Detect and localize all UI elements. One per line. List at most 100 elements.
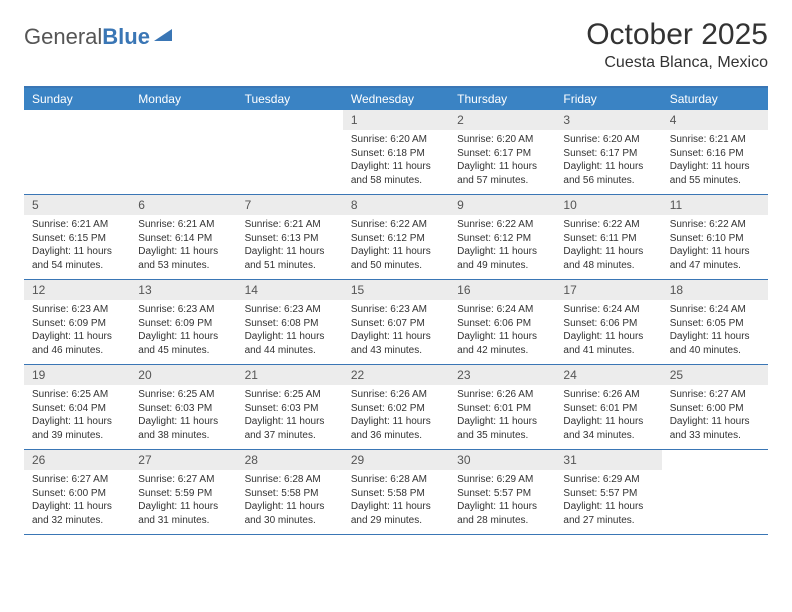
day-number: 8 <box>343 195 449 215</box>
day-info: Sunrise: 6:26 AMSunset: 6:02 PMDaylight:… <box>343 385 449 448</box>
day-number <box>237 110 343 116</box>
day-number: 26 <box>24 450 130 470</box>
day-cell: 15Sunrise: 6:23 AMSunset: 6:07 PMDayligh… <box>343 280 449 364</box>
day-cell <box>24 110 130 194</box>
month-title: October 2025 <box>586 18 768 52</box>
day-cell: 5Sunrise: 6:21 AMSunset: 6:15 PMDaylight… <box>24 195 130 279</box>
day-number: 14 <box>237 280 343 300</box>
day-number: 15 <box>343 280 449 300</box>
day-number: 31 <box>555 450 661 470</box>
sunrise-text: Sunrise: 6:23 AM <box>138 303 228 317</box>
day-info: Sunrise: 6:27 AMSunset: 5:59 PMDaylight:… <box>130 470 236 533</box>
day-cell <box>662 450 768 534</box>
day-info: Sunrise: 6:28 AMSunset: 5:58 PMDaylight:… <box>343 470 449 533</box>
sunrise-text: Sunrise: 6:24 AM <box>563 303 653 317</box>
day-number: 7 <box>237 195 343 215</box>
sunrise-text: Sunrise: 6:20 AM <box>563 133 653 147</box>
day-number: 4 <box>662 110 768 130</box>
week-row: 1Sunrise: 6:20 AMSunset: 6:18 PMDaylight… <box>24 110 768 195</box>
day-number: 11 <box>662 195 768 215</box>
daylight-text: Daylight: 11 hours and 48 minutes. <box>563 245 653 272</box>
sunset-text: Sunset: 6:03 PM <box>138 402 228 416</box>
sunset-text: Sunset: 6:02 PM <box>351 402 441 416</box>
sunrise-text: Sunrise: 6:21 AM <box>670 133 760 147</box>
day-cell: 10Sunrise: 6:22 AMSunset: 6:11 PMDayligh… <box>555 195 661 279</box>
day-info: Sunrise: 6:21 AMSunset: 6:15 PMDaylight:… <box>24 215 130 278</box>
day-number: 27 <box>130 450 236 470</box>
day-info: Sunrise: 6:27 AMSunset: 6:00 PMDaylight:… <box>24 470 130 533</box>
week-row: 26Sunrise: 6:27 AMSunset: 6:00 PMDayligh… <box>24 450 768 535</box>
day-info: Sunrise: 6:23 AMSunset: 6:09 PMDaylight:… <box>24 300 130 363</box>
day-info: Sunrise: 6:25 AMSunset: 6:03 PMDaylight:… <box>130 385 236 448</box>
title-block: October 2025 Cuesta Blanca, Mexico <box>586 18 768 72</box>
day-number: 1 <box>343 110 449 130</box>
day-number: 2 <box>449 110 555 130</box>
daylight-text: Daylight: 11 hours and 44 minutes. <box>245 330 335 357</box>
day-info: Sunrise: 6:25 AMSunset: 6:03 PMDaylight:… <box>237 385 343 448</box>
day-info: Sunrise: 6:21 AMSunset: 6:16 PMDaylight:… <box>662 130 768 193</box>
sunrise-text: Sunrise: 6:23 AM <box>245 303 335 317</box>
day-number: 24 <box>555 365 661 385</box>
logo-part1: General <box>24 24 102 49</box>
sunrise-text: Sunrise: 6:26 AM <box>563 388 653 402</box>
location: Cuesta Blanca, Mexico <box>586 54 768 72</box>
daylight-text: Daylight: 11 hours and 40 minutes. <box>670 330 760 357</box>
sunrise-text: Sunrise: 6:21 AM <box>245 218 335 232</box>
day-cell: 25Sunrise: 6:27 AMSunset: 6:00 PMDayligh… <box>662 365 768 449</box>
day-number <box>662 450 768 456</box>
sunset-text: Sunset: 6:00 PM <box>32 487 122 501</box>
day-cell: 26Sunrise: 6:27 AMSunset: 6:00 PMDayligh… <box>24 450 130 534</box>
sunrise-text: Sunrise: 6:28 AM <box>351 473 441 487</box>
day-info: Sunrise: 6:23 AMSunset: 6:08 PMDaylight:… <box>237 300 343 363</box>
day-info: Sunrise: 6:29 AMSunset: 5:57 PMDaylight:… <box>555 470 661 533</box>
day-info: Sunrise: 6:22 AMSunset: 6:10 PMDaylight:… <box>662 215 768 278</box>
day-number: 28 <box>237 450 343 470</box>
day-cell: 28Sunrise: 6:28 AMSunset: 5:58 PMDayligh… <box>237 450 343 534</box>
day-cell: 30Sunrise: 6:29 AMSunset: 5:57 PMDayligh… <box>449 450 555 534</box>
calendar: Sunday Monday Tuesday Wednesday Thursday… <box>24 86 768 535</box>
day-cell: 3Sunrise: 6:20 AMSunset: 6:17 PMDaylight… <box>555 110 661 194</box>
day-number: 25 <box>662 365 768 385</box>
logo: GeneralBlue <box>24 24 176 50</box>
day-number: 16 <box>449 280 555 300</box>
daylight-text: Daylight: 11 hours and 37 minutes. <box>245 415 335 442</box>
daylight-text: Daylight: 11 hours and 46 minutes. <box>32 330 122 357</box>
sunrise-text: Sunrise: 6:23 AM <box>351 303 441 317</box>
day-info: Sunrise: 6:24 AMSunset: 6:06 PMDaylight:… <box>555 300 661 363</box>
sunset-text: Sunset: 6:01 PM <box>457 402 547 416</box>
day-cell: 16Sunrise: 6:24 AMSunset: 6:06 PMDayligh… <box>449 280 555 364</box>
sunrise-text: Sunrise: 6:23 AM <box>32 303 122 317</box>
sunrise-text: Sunrise: 6:22 AM <box>351 218 441 232</box>
day-number: 17 <box>555 280 661 300</box>
sunset-text: Sunset: 6:09 PM <box>138 317 228 331</box>
sunset-text: Sunset: 6:08 PM <box>245 317 335 331</box>
sunrise-text: Sunrise: 6:22 AM <box>457 218 547 232</box>
day-info: Sunrise: 6:21 AMSunset: 6:13 PMDaylight:… <box>237 215 343 278</box>
day-info: Sunrise: 6:23 AMSunset: 6:09 PMDaylight:… <box>130 300 236 363</box>
daylight-text: Daylight: 11 hours and 51 minutes. <box>245 245 335 272</box>
sunset-text: Sunset: 6:00 PM <box>670 402 760 416</box>
day-info: Sunrise: 6:24 AMSunset: 6:06 PMDaylight:… <box>449 300 555 363</box>
day-cell: 7Sunrise: 6:21 AMSunset: 6:13 PMDaylight… <box>237 195 343 279</box>
daylight-text: Daylight: 11 hours and 29 minutes. <box>351 500 441 527</box>
sunrise-text: Sunrise: 6:28 AM <box>245 473 335 487</box>
sunset-text: Sunset: 6:12 PM <box>457 232 547 246</box>
day-info: Sunrise: 6:20 AMSunset: 6:17 PMDaylight:… <box>555 130 661 193</box>
daylight-text: Daylight: 11 hours and 58 minutes. <box>351 160 441 187</box>
day-number: 12 <box>24 280 130 300</box>
day-cell: 20Sunrise: 6:25 AMSunset: 6:03 PMDayligh… <box>130 365 236 449</box>
sunrise-text: Sunrise: 6:27 AM <box>670 388 760 402</box>
day-number: 20 <box>130 365 236 385</box>
sunrise-text: Sunrise: 6:25 AM <box>138 388 228 402</box>
dayhead-mon: Monday <box>130 88 236 110</box>
sunset-text: Sunset: 6:15 PM <box>32 232 122 246</box>
sunset-text: Sunset: 6:04 PM <box>32 402 122 416</box>
day-cell: 13Sunrise: 6:23 AMSunset: 6:09 PMDayligh… <box>130 280 236 364</box>
day-info: Sunrise: 6:22 AMSunset: 6:12 PMDaylight:… <box>449 215 555 278</box>
week-row: 12Sunrise: 6:23 AMSunset: 6:09 PMDayligh… <box>24 280 768 365</box>
daylight-text: Daylight: 11 hours and 28 minutes. <box>457 500 547 527</box>
day-cell: 29Sunrise: 6:28 AMSunset: 5:58 PMDayligh… <box>343 450 449 534</box>
day-number: 5 <box>24 195 130 215</box>
sunrise-text: Sunrise: 6:24 AM <box>457 303 547 317</box>
day-info: Sunrise: 6:22 AMSunset: 6:12 PMDaylight:… <box>343 215 449 278</box>
